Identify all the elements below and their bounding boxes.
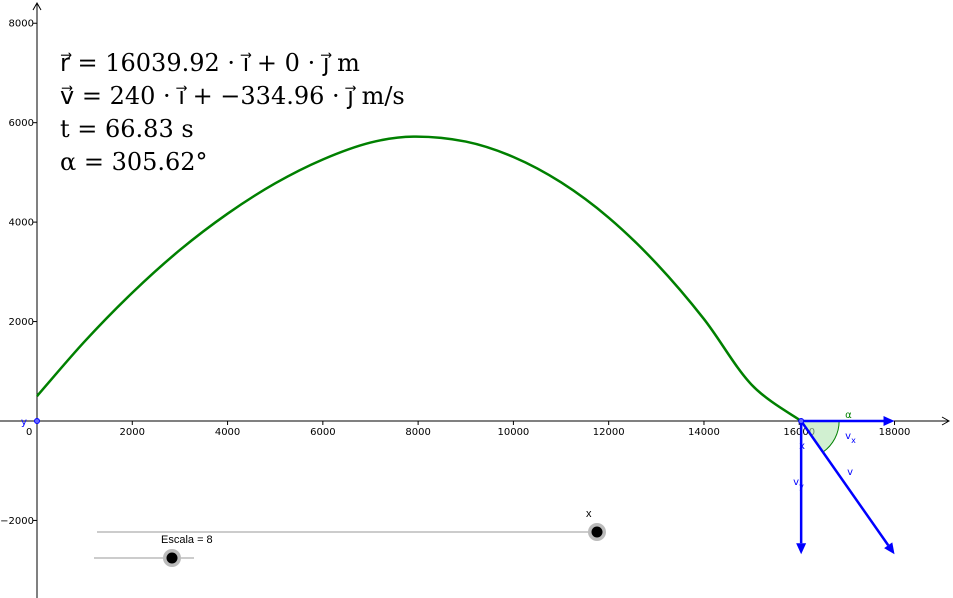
x-tick-label: 12000 — [593, 427, 625, 438]
vector-vx-arrowhead — [883, 416, 895, 426]
x-tick-label: 2000 — [120, 427, 145, 438]
point-y-origin[interactable] — [34, 418, 40, 424]
x-tick-group: 2000 4000 6000 8000 10000 12000 14000 16000 1800… — [120, 421, 911, 438]
x-slider-label: x — [586, 508, 592, 520]
angle-alpha-label: α — [845, 410, 852, 421]
x-tick-label: 6000 — [310, 427, 335, 438]
time-text: t = 66.83 s — [60, 115, 194, 143]
trajectory-curve — [36, 135, 802, 423]
vector-v-label: v — [847, 467, 853, 478]
escala-slider-label: Escala = 8 — [161, 534, 213, 546]
info-text-block: r⃗ = 16039.92 · i⃗ + 0 · j⃗ m v⃗ = 240 ·… — [60, 49, 405, 176]
point-x-label: x — [799, 441, 805, 452]
x-tick-label: 8000 — [405, 427, 430, 438]
y-tick-label: 4000 — [9, 218, 34, 229]
vector-v-arrowhead — [884, 542, 895, 555]
position-vector-text: r⃗ = 16039.92 · i⃗ + 0 · j⃗ m — [60, 49, 360, 77]
x-tick-label: 4000 — [215, 427, 240, 438]
y-tick-group: −2000 2000 4000 6000 8000 — [0, 19, 37, 527]
y-tick-label: 8000 — [9, 19, 34, 30]
origin-label: 0 — [26, 427, 32, 438]
y-tick-label: 6000 — [9, 118, 34, 129]
x-slider-knob[interactable] — [591, 526, 603, 538]
x-axis-arrow — [941, 416, 951, 426]
vector-vx-label: vx — [845, 431, 856, 445]
x-tick-label: 18000 — [879, 427, 911, 438]
series-layer — [36, 135, 802, 423]
x-tick-label: 16000 — [783, 427, 815, 438]
vector-vy-label: vy — [793, 477, 804, 491]
angle-text: α = 305.62° — [60, 148, 208, 176]
vector-v-shaft — [800, 420, 890, 546]
escala-slider[interactable]: Escala = 8 — [94, 534, 213, 567]
y-axis-arrow — [32, 1, 42, 11]
y-tick-label: 2000 — [9, 317, 34, 328]
point-y-label: y — [21, 417, 27, 428]
escala-slider-knob[interactable] — [166, 552, 178, 564]
x-slider[interactable]: x — [97, 508, 606, 541]
point-x-projectile[interactable] — [798, 418, 805, 424]
velocity-vector-text: v⃗ = 240 · i⃗ + −334.96 · j⃗ m/s — [60, 82, 405, 110]
vector-layer: vx vy v — [793, 416, 895, 555]
vector-vy-arrowhead — [796, 543, 807, 555]
y-tick-label: −2000 — [0, 516, 34, 527]
x-tick-label: 10000 — [497, 427, 529, 438]
x-tick-label: 14000 — [688, 427, 720, 438]
